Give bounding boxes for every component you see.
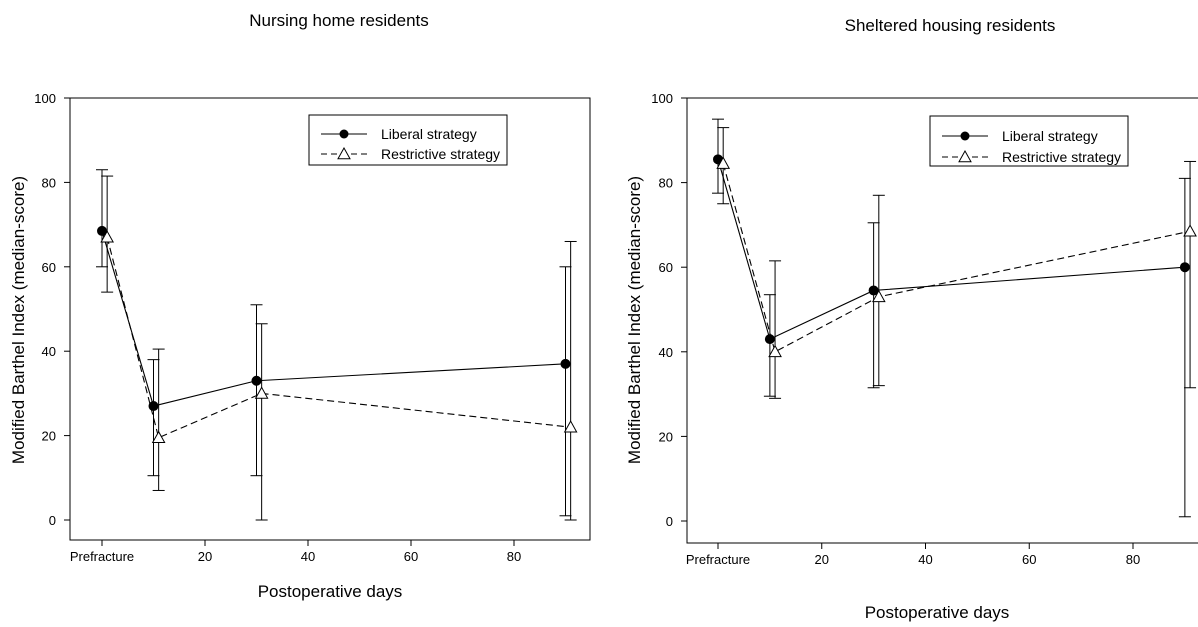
x-tick-label: 60 <box>404 549 418 564</box>
x-tick-label: 60 <box>1022 552 1036 567</box>
legend-label: Restrictive strategy <box>381 146 500 162</box>
y-tick-label: 0 <box>666 514 673 529</box>
data-point <box>1183 224 1197 237</box>
chart-panel-nursing-home: Nursing home residents Prefracture 20 40 60… <box>9 11 591 601</box>
y-axis: 0 20 40 60 80 100 <box>651 91 687 529</box>
x-tick-label: Prefracture <box>686 552 750 567</box>
chart-title: Sheltered housing residents <box>845 16 1056 35</box>
x-axis-label: Postoperative days <box>258 582 403 601</box>
data-point <box>148 401 159 412</box>
error-bar <box>250 304 263 477</box>
series-layer <box>96 169 578 521</box>
error-bar <box>564 240 577 521</box>
y-tick-label: 60 <box>42 260 56 275</box>
series-line-liberal <box>101 230 566 407</box>
y-axis-label: Modified Barthel Index (median-score) <box>625 176 644 464</box>
legend-label: Liberal strategy <box>1002 128 1098 144</box>
x-tick-label: 20 <box>198 549 212 564</box>
y-axis: 0 20 40 60 80 100 <box>34 91 70 528</box>
legend-label: Liberal strategy <box>381 126 477 142</box>
y-tick-label: 40 <box>42 344 56 359</box>
y-tick-label: 100 <box>34 91 56 106</box>
legend-swatch-marker <box>337 146 351 160</box>
legend: Liberal strategy Restrictive strategy <box>308 114 508 166</box>
legend-swatch-marker <box>339 129 349 139</box>
chart-panel-sheltered-housing: Sheltered housing residents Prefracture 2… <box>625 16 1198 622</box>
legend-swatch-marker <box>958 149 972 163</box>
error-bar <box>1184 160 1197 389</box>
legend: Liberal strategy Restrictive strategy <box>929 115 1129 167</box>
y-axis-label: Modified Barthel Index (median-score) <box>9 176 28 464</box>
plot-frame <box>686 97 1198 544</box>
data-point <box>100 230 114 243</box>
x-tick-label: Prefracture <box>70 549 134 564</box>
error-bar <box>763 294 776 397</box>
error-bar <box>96 169 108 268</box>
legend-label: Restrictive strategy <box>1002 149 1121 165</box>
data-point <box>151 430 166 444</box>
error-bar <box>152 348 165 491</box>
x-axis-label: Postoperative days <box>865 603 1010 622</box>
series-line-liberal <box>717 159 1185 340</box>
data-point <box>871 289 886 303</box>
series-line-restrictive <box>106 237 571 439</box>
legend-swatch-marker <box>960 131 970 141</box>
data-point <box>716 156 731 169</box>
data-point <box>251 375 262 386</box>
series-line-restrictive <box>722 163 1191 353</box>
data-point <box>1179 262 1190 273</box>
y-tick-label: 60 <box>659 260 673 275</box>
plot-frame <box>69 97 591 541</box>
error-bar <box>867 222 880 389</box>
error-bar <box>769 260 782 399</box>
x-axis: Prefracture 20 40 60 80 <box>686 543 1140 567</box>
y-tick-label: 100 <box>651 91 673 106</box>
y-tick-label: 80 <box>659 176 673 191</box>
x-axis: Prefracture 20 40 60 80 <box>70 540 521 564</box>
y-tick-label: 0 <box>49 513 56 528</box>
series-layer <box>712 118 1197 518</box>
chart-title: Nursing home residents <box>249 11 429 30</box>
data-point <box>97 225 107 236</box>
data-point <box>764 334 775 345</box>
y-tick-label: 20 <box>42 429 56 444</box>
x-tick-label: 80 <box>1126 552 1140 567</box>
x-tick-label: 80 <box>507 549 521 564</box>
data-point <box>768 344 782 358</box>
y-tick-label: 40 <box>659 345 673 360</box>
y-tick-label: 80 <box>42 175 56 190</box>
data-point <box>868 285 879 296</box>
x-tick-label: 40 <box>918 552 932 567</box>
error-bar <box>559 266 572 517</box>
y-tick-label: 20 <box>659 429 673 444</box>
data-point <box>563 420 578 433</box>
data-point <box>560 358 571 369</box>
data-point <box>254 386 269 399</box>
error-bar <box>255 323 268 521</box>
x-tick-label: 20 <box>815 552 829 567</box>
error-bar <box>147 359 160 477</box>
x-tick-label: 40 <box>301 549 315 564</box>
